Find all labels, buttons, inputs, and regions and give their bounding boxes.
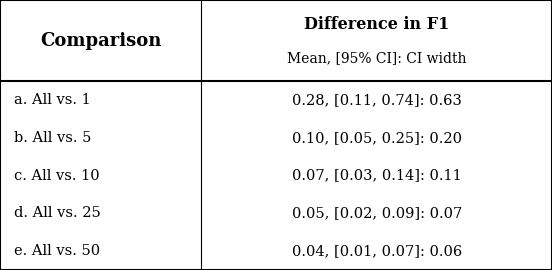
Text: 0.28, [0.11, 0.74]: 0.63: 0.28, [0.11, 0.74]: 0.63 [292, 93, 461, 107]
Text: Mean, [95% CI]: CI width: Mean, [95% CI]: CI width [287, 51, 466, 65]
Text: a. All vs. 1: a. All vs. 1 [14, 93, 91, 107]
Text: Difference in F1: Difference in F1 [304, 16, 449, 33]
Text: 0.10, [0.05, 0.25]: 0.20: 0.10, [0.05, 0.25]: 0.20 [292, 131, 461, 145]
Text: Comparison: Comparison [40, 32, 161, 49]
Text: c. All vs. 10: c. All vs. 10 [14, 168, 99, 183]
Text: d. All vs. 25: d. All vs. 25 [14, 206, 100, 220]
Text: 0.05, [0.02, 0.09]: 0.07: 0.05, [0.02, 0.09]: 0.07 [291, 206, 462, 220]
Text: 0.07, [0.03, 0.14]: 0.11: 0.07, [0.03, 0.14]: 0.11 [292, 168, 461, 183]
Text: e. All vs. 50: e. All vs. 50 [14, 244, 100, 258]
Text: b. All vs. 5: b. All vs. 5 [14, 131, 91, 145]
Text: 0.04, [0.01, 0.07]: 0.06: 0.04, [0.01, 0.07]: 0.06 [291, 244, 462, 258]
